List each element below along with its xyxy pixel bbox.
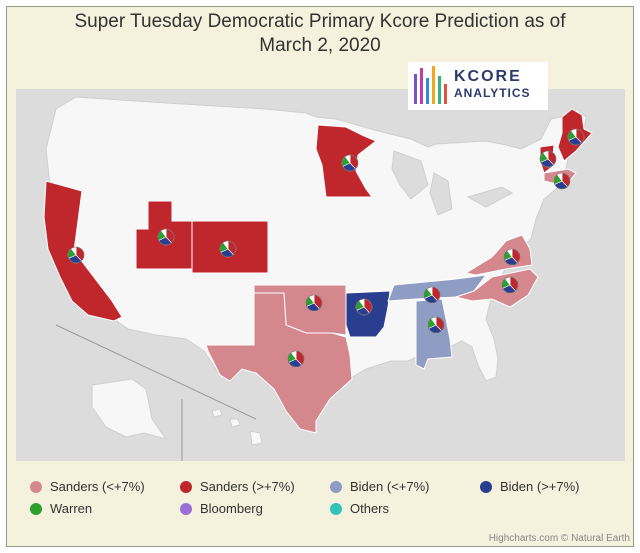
title-line-1: Super Tuesday Democratic Primary Kcore P… <box>74 11 566 32</box>
state-texas[interactable] <box>205 292 353 434</box>
great-lakes <box>391 150 514 216</box>
pie-marker <box>355 298 373 316</box>
pie-marker <box>219 240 237 258</box>
map-area <box>16 89 625 461</box>
pie-marker <box>501 276 519 294</box>
legend-label: Biden (<+7%) <box>350 479 430 494</box>
pie-outline <box>501 276 519 294</box>
legend-label: Others <box>350 501 390 516</box>
map-legend: Sanders (<+7%) Sanders (>+7%) Biden (<+7%)… <box>30 478 610 528</box>
pie-marker <box>427 316 445 334</box>
legend-label: Bloomberg <box>200 501 263 516</box>
pie-outline <box>423 286 441 304</box>
pie-outline <box>539 150 557 168</box>
us-map <box>43 96 593 461</box>
state-north-carolina[interactable] <box>454 268 539 308</box>
pie-marker <box>157 228 175 246</box>
legend-swatch <box>330 481 342 493</box>
pie-marker <box>567 128 585 146</box>
pie-marker <box>539 150 557 168</box>
kcore-logo: KCORE ANALYTICS <box>408 62 548 110</box>
pie-marker <box>305 294 323 312</box>
pie-outline <box>567 128 585 146</box>
us-landmass <box>45 96 587 434</box>
pie-outline <box>67 246 85 264</box>
pie-outline <box>427 316 445 334</box>
legend-label: Sanders (<+7%) <box>50 479 145 494</box>
legend-label: Warren <box>50 501 93 516</box>
pie-marker <box>553 172 571 190</box>
pie-markers <box>67 128 585 368</box>
kcore-logo-icon <box>414 66 447 104</box>
pie-outline <box>305 294 323 312</box>
pie-outline <box>157 228 175 246</box>
logo-sub-text: ANALYTICS <box>454 86 531 100</box>
inset-separator-line <box>55 324 257 420</box>
legend-swatch <box>30 481 42 493</box>
state-virginia[interactable] <box>464 234 533 276</box>
state-alabama[interactable] <box>415 298 453 370</box>
pie-outline <box>553 172 571 190</box>
pie-marker <box>287 350 305 368</box>
pie-outline <box>341 154 359 172</box>
state-hawaii <box>211 408 263 446</box>
state-california[interactable] <box>43 180 123 322</box>
pie-marker <box>67 246 85 264</box>
map-title: Super Tuesday Democratic Primary Kcore P… <box>0 10 640 58</box>
legend-swatch <box>180 481 192 493</box>
legend-swatch <box>330 503 342 515</box>
legend-label: Sanders (>+7%) <box>200 479 295 494</box>
pie-marker <box>341 154 359 172</box>
pie-outline <box>287 350 305 368</box>
pie-marker <box>503 248 521 266</box>
pie-outline <box>355 298 373 316</box>
pie-marker <box>423 286 441 304</box>
legend-label: Biden (>+7%) <box>500 479 580 494</box>
legend-swatch <box>180 503 192 515</box>
legend-swatch <box>480 481 492 493</box>
credits-text[interactable]: Highcharts.com © Natural Earth <box>488 533 630 544</box>
pie-outline <box>219 240 237 258</box>
pie-outline <box>503 248 521 266</box>
state-alaska <box>91 378 168 440</box>
title-line-2: March 2, 2020 <box>259 35 381 56</box>
logo-brand-text: KCORE <box>454 68 522 85</box>
legend-swatch <box>30 503 42 515</box>
